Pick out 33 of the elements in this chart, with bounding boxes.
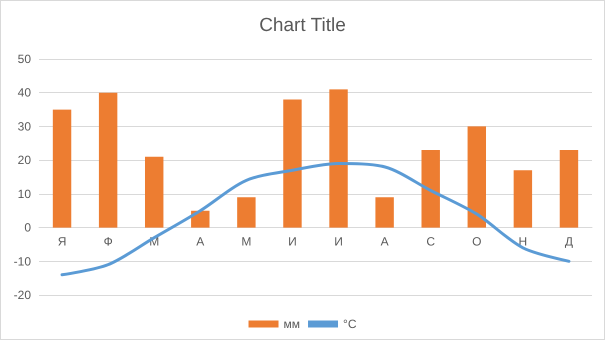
legend-label: °C: [343, 317, 357, 331]
x-tick-label: Д: [564, 234, 574, 249]
y-tick-label: -20: [14, 288, 32, 302]
x-tick-label: А: [196, 234, 204, 249]
bar: [52, 110, 72, 228]
bar: [283, 99, 302, 228]
x-tick-label: А: [380, 234, 389, 249]
bar: [329, 89, 348, 228]
bar: [421, 150, 440, 228]
x-tick-label: Н: [518, 234, 528, 249]
x-tick-label: И: [288, 234, 297, 249]
y-tick-label: 50: [18, 52, 32, 66]
x-tick-label: Ф: [104, 234, 113, 249]
y-tick-label: 40: [18, 86, 32, 100]
bar: [560, 150, 578, 228]
bar: [237, 197, 256, 228]
bar: [375, 197, 394, 228]
y-tick-label: 0: [24, 220, 32, 235]
x-tick-label: И: [334, 234, 343, 249]
x-tick-label: О: [472, 234, 482, 249]
y-tick-label: -10: [14, 254, 32, 268]
bar: [144, 156, 164, 228]
bar: [98, 92, 118, 228]
bar: [514, 170, 532, 228]
y-tick-label: 10: [18, 186, 32, 201]
bar: [468, 126, 486, 228]
chart-title: Chart Title: [259, 15, 346, 36]
y-tick-label: 30: [18, 119, 32, 134]
legend-label: мм: [284, 317, 300, 331]
y-tick-label: 20: [18, 153, 32, 168]
x-tick-label: М: [241, 234, 252, 249]
x-tick-label: С: [426, 234, 436, 249]
x-tick-label: Я: [58, 234, 66, 249]
